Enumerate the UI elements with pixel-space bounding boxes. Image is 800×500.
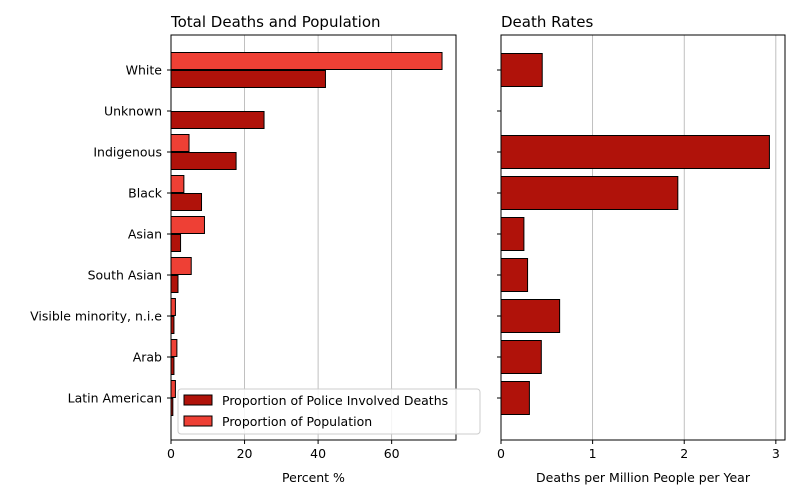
bar-population	[170, 298, 176, 316]
bar-deaths	[170, 193, 203, 211]
chart-title: Death Rates	[501, 13, 594, 31]
death-rates-chart: Death Rates 0 1 2 3 Deaths per Million Peop…	[497, 13, 786, 485]
bar-population	[170, 216, 205, 234]
x-gridlines	[592, 35, 777, 440]
legend-swatch-deaths	[183, 394, 213, 406]
x-axis-label: Deaths per Million People per Year	[536, 470, 751, 485]
bar-population	[170, 52, 443, 70]
legend-frame	[177, 388, 481, 435]
bar-deaths	[170, 152, 237, 170]
x-tick-label: 40	[310, 446, 326, 461]
bar-deaths	[170, 275, 179, 293]
y-axis-ticks	[497, 69, 501, 399]
bar-population	[170, 175, 185, 193]
legend-label-deaths: Proportion of Police Involved Deaths	[222, 393, 448, 408]
plot-frame	[170, 34, 457, 441]
y-tick-label: South Asian	[88, 268, 162, 283]
chart-title: Total Deaths and Population	[170, 13, 381, 31]
bar-death-rate	[500, 53, 543, 87]
bars	[500, 53, 770, 415]
deaths-population-chart: Total Deaths and Population 0 20 40 60 Whit…	[30, 13, 481, 485]
plot-frame	[500, 34, 786, 441]
bar-deaths	[170, 111, 265, 129]
x-gridlines	[244, 35, 393, 440]
x-tick-label: 0	[167, 446, 175, 461]
y-tick-label: Visible minority, n.i.e	[30, 309, 162, 324]
bar-population	[170, 380, 176, 398]
y-tick-label: White	[126, 63, 163, 78]
legend-label-population: Proportion of Population	[222, 414, 372, 429]
bar-death-rate	[500, 176, 679, 210]
y-axis-ticks: White Unknown Indigenous Black Asian South As…	[30, 63, 171, 406]
bar-deaths	[170, 70, 326, 88]
bar-population	[170, 339, 178, 357]
bar-population	[170, 257, 192, 275]
x-tick-label: 1	[589, 446, 597, 461]
bar-death-rate	[500, 217, 525, 251]
y-tick-label: Unknown	[104, 104, 162, 119]
bar-death-rate	[500, 340, 542, 374]
legend-swatch-population	[183, 415, 213, 427]
bar-death-rate	[500, 381, 530, 415]
x-axis-ticks: 0 1 2 3	[497, 440, 780, 461]
bar-death-rate	[500, 135, 770, 169]
y-tick-label: Asian	[128, 227, 162, 242]
legend: Proportion of Police Involved Deaths Pro…	[177, 388, 481, 435]
bar-death-rate	[500, 258, 529, 292]
y-tick-label: Indigenous	[93, 145, 162, 160]
y-tick-label: Arab	[133, 350, 162, 365]
x-axis-label: Percent %	[282, 470, 345, 485]
x-axis-ticks: 0 20 40 60	[167, 440, 400, 461]
y-tick-label: Black	[128, 186, 163, 201]
x-tick-label: 0	[497, 446, 505, 461]
x-tick-label: 3	[772, 446, 780, 461]
y-tick-label: Latin American	[68, 391, 162, 406]
bar-population	[170, 134, 190, 152]
x-tick-label: 20	[237, 446, 253, 461]
bar-death-rate	[500, 299, 561, 333]
x-tick-label: 60	[384, 446, 400, 461]
x-tick-label: 2	[680, 446, 688, 461]
bar-deaths	[170, 234, 182, 252]
